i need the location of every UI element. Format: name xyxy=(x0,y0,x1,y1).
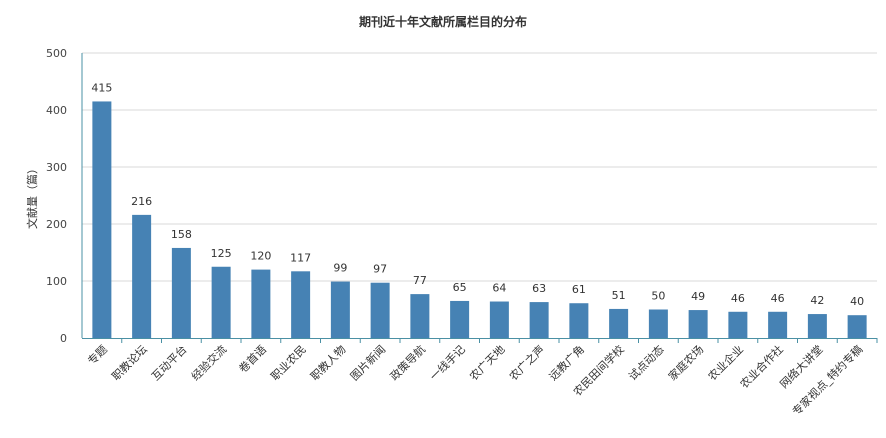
data-label: 158 xyxy=(171,228,192,241)
data-label: 51 xyxy=(612,289,626,302)
data-label: 49 xyxy=(691,290,705,303)
y-tick-label: 300 xyxy=(46,161,67,174)
data-label: 415 xyxy=(91,81,112,94)
bar xyxy=(92,101,112,338)
x-tick-label: 专家视点_特约专稿 xyxy=(789,342,865,418)
data-label: 40 xyxy=(850,295,864,308)
bar xyxy=(291,271,311,338)
bar xyxy=(728,311,748,338)
bar xyxy=(807,314,827,338)
chart-title: 期刊近十年文献所属栏目的分布 xyxy=(358,15,527,29)
bar xyxy=(768,311,788,338)
bar xyxy=(529,302,549,338)
bar xyxy=(211,266,231,338)
data-label: 63 xyxy=(532,282,546,295)
bars xyxy=(92,101,867,338)
x-tick-label: 农广之声 xyxy=(506,342,547,383)
data-label: 125 xyxy=(211,247,232,260)
data-label: 120 xyxy=(250,250,271,263)
data-label: 50 xyxy=(651,290,665,303)
data-label: 77 xyxy=(413,274,427,287)
x-tick-label: 图片新闻 xyxy=(347,342,388,383)
data-label: 61 xyxy=(572,283,586,296)
labels: 0 100 200 300 400 500 415 专题 216 职教论坛 158 互动平台 125 经验… xyxy=(46,47,865,418)
bar xyxy=(489,301,509,338)
x-tick-label: 职教人物 xyxy=(307,342,348,383)
data-label: 216 xyxy=(131,195,152,208)
bar xyxy=(648,309,668,338)
bar xyxy=(450,300,470,338)
x-tick-label: 职业农民 xyxy=(268,342,309,383)
x-tick-label: 农业企业 xyxy=(705,342,746,383)
bar xyxy=(609,308,629,338)
y-tick-label: 400 xyxy=(46,104,67,117)
bar xyxy=(171,247,191,338)
bar xyxy=(847,315,867,338)
data-label: 46 xyxy=(731,292,745,305)
y-axis-label: 文献量（篇） xyxy=(25,163,39,229)
x-tick-label: 互动平台 xyxy=(148,342,189,383)
bar xyxy=(370,282,390,338)
x-tick-label: 家庭农场 xyxy=(665,342,706,383)
y-tick-label: 200 xyxy=(46,218,67,231)
data-label: 46 xyxy=(771,292,785,305)
data-label: 65 xyxy=(453,281,467,294)
x-tick-label: 职教论坛 xyxy=(109,342,150,383)
bar xyxy=(688,310,708,338)
x-tick-label: 专题 xyxy=(85,342,110,367)
data-label: 117 xyxy=(290,251,311,264)
x-tick-label: 远教广角 xyxy=(547,343,587,383)
x-tick-label: 农广天地 xyxy=(466,342,507,383)
data-label: 42 xyxy=(810,294,824,307)
data-label: 64 xyxy=(492,282,506,295)
y-tick-label: 500 xyxy=(46,47,67,60)
bar xyxy=(569,303,589,338)
bar xyxy=(410,294,430,338)
gridlines xyxy=(82,52,877,282)
bar xyxy=(251,269,271,338)
x-tick-label: 政策导航 xyxy=(387,342,428,383)
x-tick-label: 一线手记 xyxy=(427,342,468,383)
data-label: 97 xyxy=(373,263,387,276)
x-tick-label: 经验交流 xyxy=(188,342,229,383)
x-tick-label: 试点动态 xyxy=(626,343,666,383)
y-tick-label: 100 xyxy=(46,275,67,288)
y-tick-label: 0 xyxy=(60,332,67,345)
data-label: 99 xyxy=(333,262,347,275)
bar xyxy=(330,281,350,338)
bar xyxy=(132,214,152,338)
axes xyxy=(81,53,878,343)
x-tick-label: 卷首语 xyxy=(236,342,269,375)
